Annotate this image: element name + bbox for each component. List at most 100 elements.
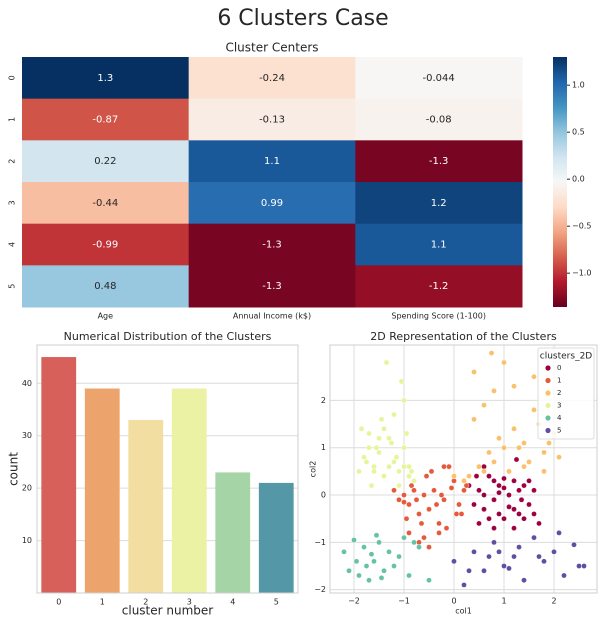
bar (41, 357, 77, 593)
scatter-point (448, 485, 455, 491)
legend-marker (545, 365, 551, 371)
scatter-point (391, 459, 397, 465)
colorbar-tick-label: −1.0 (572, 269, 591, 278)
scatter-point (426, 544, 432, 550)
scatter-point (501, 485, 507, 491)
y-tick-label: 10 (22, 536, 32, 545)
x-tick-label: 5 (274, 598, 279, 607)
legend-marker (545, 377, 551, 384)
scatter-point (513, 456, 520, 463)
heatmap-cell (355, 265, 523, 308)
scatter-point (391, 563, 397, 569)
y-tick-label: 2 (321, 396, 326, 405)
scatter-point (488, 350, 495, 356)
scatter-point (406, 572, 412, 579)
scatter-point (401, 492, 407, 498)
colorbar-tick-label: 0.0 (572, 175, 585, 184)
scatter-point (351, 537, 357, 543)
scatter-point (371, 463, 377, 470)
scatter-point (426, 577, 432, 584)
y-tick-label: 30 (22, 431, 32, 440)
scatter-point (376, 435, 382, 442)
heatmap-cell (355, 182, 523, 225)
scatter-point (521, 577, 527, 584)
cell-label: 0.22 (94, 156, 116, 167)
scatter-point (491, 459, 497, 465)
scatter-point (416, 539, 422, 546)
scatter-point (436, 530, 442, 536)
legend-title: clusters_2D (540, 352, 593, 362)
bar (215, 472, 251, 593)
scatter-point (411, 487, 417, 494)
scatter-point (386, 463, 392, 470)
heatmap-cell (22, 140, 190, 183)
scatter-point (443, 525, 450, 531)
y-tick-label: 40 (22, 379, 32, 388)
y-tick-label: 1 (321, 443, 326, 452)
row-label: 3 (8, 200, 17, 205)
scatter-point (526, 501, 532, 508)
x-tick-label: 4 (230, 598, 235, 607)
scatter-point (368, 551, 375, 557)
heatmap-cell (355, 98, 523, 141)
scatter-point (491, 539, 497, 546)
row-label: 1 (8, 117, 17, 122)
scatter-point (353, 558, 360, 565)
y-tick-label: 0 (321, 491, 326, 500)
scatter-point (458, 511, 465, 517)
scatter-point (366, 430, 372, 437)
y-axis-label: col2 (309, 461, 318, 478)
scatter-point (346, 567, 352, 574)
scatter-point (413, 496, 420, 503)
scatter-point (536, 520, 542, 527)
row-label: 5 (8, 284, 17, 289)
x-tick-label: −1 (398, 597, 410, 606)
plot-frame (36, 344, 299, 594)
scatter-point (403, 430, 410, 437)
scatter-point (491, 525, 497, 531)
scatter-point (546, 440, 552, 446)
scatter-point (461, 478, 467, 484)
scatter-point (471, 369, 477, 375)
scatter-point (481, 468, 487, 475)
cell-label: 1.1 (264, 156, 280, 167)
cell-label: -1.2 (429, 281, 449, 292)
scatter-point (406, 501, 412, 508)
x-axis-label: cluster number (122, 604, 214, 618)
scatter-point (461, 487, 467, 494)
scatter-point (466, 473, 472, 479)
scatter-point (501, 444, 507, 451)
scatter-point (481, 492, 487, 498)
scatter-point (373, 532, 380, 539)
scatter-point (398, 378, 405, 385)
scatter-point (401, 499, 407, 505)
scatter-point (531, 511, 537, 517)
heatmap-title: Cluster Centers (225, 41, 318, 55)
legend-label: 0 (557, 364, 561, 372)
scatter-point (408, 468, 415, 475)
cell-label: -0.99 (92, 240, 118, 251)
scatter-point (506, 468, 512, 475)
scatter-point (516, 544, 522, 550)
scatter-point (556, 530, 562, 536)
cell-label: 0.48 (94, 281, 116, 292)
scatter-point (421, 492, 427, 498)
scatter-point (401, 444, 407, 451)
cell-label: 1.1 (431, 240, 447, 251)
scatter-point (453, 511, 460, 517)
scatter-point (396, 468, 402, 475)
bar (258, 482, 294, 593)
x-tick-label: 1 (501, 597, 506, 606)
scatter-point (501, 475, 507, 482)
colorbar-tick-label: 1.0 (572, 81, 585, 90)
scatter-point (416, 511, 422, 517)
row-label: 2 (8, 159, 17, 164)
scatter-point (516, 487, 522, 494)
cell-label: 1.2 (431, 198, 447, 209)
scatter-point (451, 478, 457, 484)
scatter-point (408, 482, 415, 489)
y-axis-label: count (7, 452, 21, 486)
scatter-point (381, 567, 387, 574)
